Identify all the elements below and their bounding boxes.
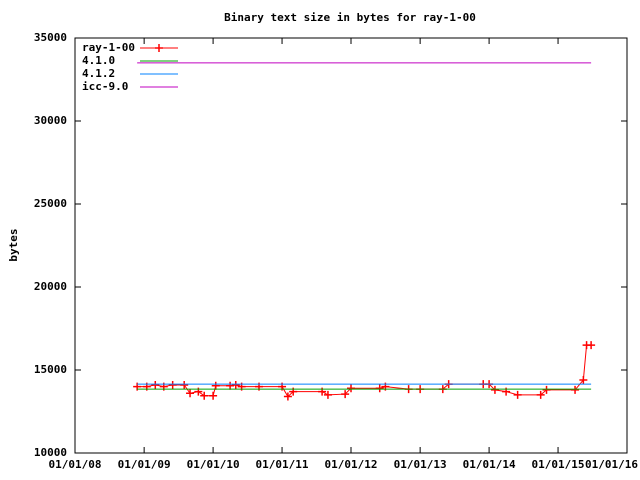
data-point <box>347 384 355 393</box>
y-tick-label: 30000 <box>34 114 67 127</box>
data-point <box>579 375 588 384</box>
data-point <box>536 390 545 399</box>
data-point <box>180 380 189 389</box>
legend-label: icc-9.0 <box>82 80 128 93</box>
data-point <box>151 380 160 389</box>
data-point <box>375 384 384 393</box>
x-tick-label: 01/01/08 <box>49 458 102 471</box>
x-tick-label: 01/01/12 <box>325 458 378 471</box>
data-point <box>200 391 209 400</box>
x-tick-label: 01/01/14 <box>463 458 516 471</box>
data-point <box>226 381 235 390</box>
data-point <box>513 390 522 399</box>
data-point <box>209 391 218 400</box>
y-tick-label: 20000 <box>34 280 67 293</box>
data-point <box>283 392 292 401</box>
data-point <box>231 380 240 389</box>
x-tick-label: 01/01/09 <box>118 458 171 471</box>
legend-label: 4.1.0 <box>82 54 115 67</box>
data-point <box>542 385 551 394</box>
x-tick-label: 01/01/13 <box>394 458 447 471</box>
y-tick-label: 10000 <box>34 446 67 459</box>
data-point <box>211 381 220 390</box>
legend-label: ray-1-00 <box>82 41 135 54</box>
data-point <box>587 341 596 350</box>
legend-label: 4.1.2 <box>82 67 115 80</box>
y-tick-label: 35000 <box>34 31 67 44</box>
legend-marker <box>155 44 163 52</box>
y-axis-label: bytes <box>7 228 20 261</box>
data-point <box>323 390 332 399</box>
data-point <box>168 380 177 389</box>
x-tick-label: 01/01/11 <box>256 458 309 471</box>
x-tick-label: 01/01/10 <box>187 458 240 471</box>
x-tick-label: 01/01/16 <box>585 458 638 471</box>
y-tick-label: 15000 <box>34 363 67 376</box>
y-tick-label: 25000 <box>34 197 67 210</box>
chart-title: Binary text size in bytes for ray-1-00 <box>224 11 476 24</box>
data-point <box>490 385 499 394</box>
data-point <box>571 385 580 394</box>
data-point <box>186 389 195 398</box>
x-tick-label: 01/01/15 <box>532 458 585 471</box>
data-point <box>341 390 350 399</box>
